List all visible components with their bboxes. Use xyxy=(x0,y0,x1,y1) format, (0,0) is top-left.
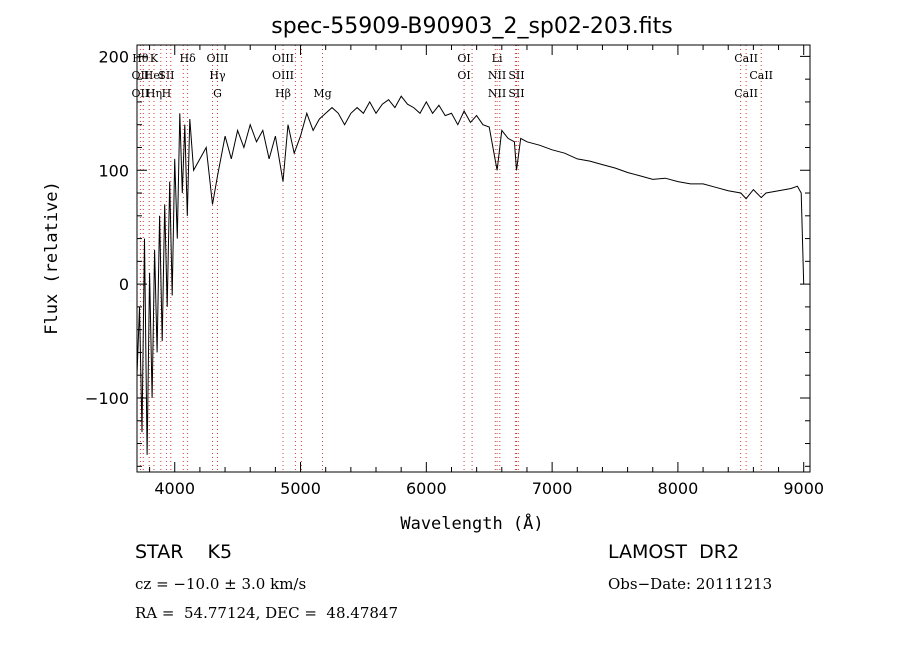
x-tick-label: 5000 xyxy=(280,479,321,498)
x-tick-label: 4000 xyxy=(154,479,195,498)
line-label: CaII xyxy=(749,69,773,82)
line-label: NII xyxy=(488,69,506,82)
y-tick-label: 200 xyxy=(98,47,129,66)
line-label: Mg xyxy=(313,87,331,100)
coordinates-label: RA = 54.77124, DEC = 48.47847 xyxy=(135,604,399,622)
emission-line-markers xyxy=(139,45,762,472)
x-tick-label: 7000 xyxy=(532,479,573,498)
line-label: SII xyxy=(158,69,174,82)
line-label: Hθ xyxy=(132,52,149,65)
line-label: Li xyxy=(492,52,503,65)
plot-frame xyxy=(136,44,811,473)
line-label: SII xyxy=(508,87,524,100)
line-label: OIII xyxy=(206,52,228,65)
line-label: K xyxy=(150,52,159,65)
line-label: OII xyxy=(132,87,150,100)
x-axis: 4000 5000 6000 7000 8000 9000 xyxy=(149,45,824,498)
line-label: Hβ xyxy=(275,87,291,100)
line-label: OII xyxy=(132,69,150,82)
y-tick-label: 0 xyxy=(119,275,129,294)
line-label: SII xyxy=(508,69,524,82)
spectrum-chart: spec-55909-B90903_2_sp02-203.fits Hθ OII O… xyxy=(42,14,824,534)
y-axis-label: Flux (relative) xyxy=(42,181,62,335)
spectrum-line xyxy=(136,95,805,455)
chart-title: spec-55909-B90903_2_sp02-203.fits xyxy=(271,14,673,39)
line-label: G xyxy=(213,87,222,100)
line-label: H xyxy=(162,87,172,100)
x-axis-label: Wavelength (Å) xyxy=(400,512,543,534)
line-label: OIII xyxy=(272,69,294,82)
x-tick-label: 6000 xyxy=(406,479,447,498)
line-label: CaII xyxy=(734,87,758,100)
x-tick-label: 9000 xyxy=(783,479,824,498)
line-label: CaII xyxy=(734,52,758,65)
redshift-label: cz = −10.0 ± 3.0 km/s xyxy=(135,575,307,593)
line-label: HeI xyxy=(144,69,164,82)
y-tick-label: −100 xyxy=(85,389,129,408)
y-tick-label: 100 xyxy=(98,161,129,180)
line-label: OIII xyxy=(272,52,294,65)
line-label: NII xyxy=(488,87,506,100)
survey-label: LAMOST DR2 xyxy=(608,541,740,563)
y-axis: −100 0 100 200 xyxy=(85,47,810,467)
line-label: Hδ xyxy=(179,52,196,65)
x-tick-label: 8000 xyxy=(658,479,699,498)
line-label: OI xyxy=(457,52,470,65)
obs-date-label: Obs−Date: 20111213 xyxy=(608,575,773,593)
line-label: Hη xyxy=(146,87,162,100)
line-label: Hγ xyxy=(209,69,226,82)
line-label: OI xyxy=(457,69,470,82)
object-class-label: STAR K5 xyxy=(135,541,233,563)
